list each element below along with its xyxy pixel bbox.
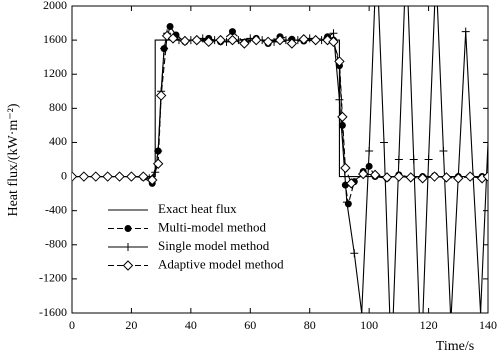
marker bbox=[239, 38, 250, 49]
y-tick-label: 800 bbox=[49, 100, 67, 114]
marker bbox=[114, 171, 125, 182]
marker bbox=[90, 171, 101, 182]
marker bbox=[102, 171, 113, 182]
marker bbox=[482, 171, 488, 182]
y-tick-label: 1200 bbox=[43, 66, 67, 80]
y-tick-label: -1200 bbox=[39, 271, 67, 285]
plot-frame bbox=[71, 5, 489, 314]
marker bbox=[441, 172, 452, 183]
legend-marker bbox=[124, 225, 132, 232]
legend-label: Exact heat flux bbox=[158, 201, 237, 216]
marker bbox=[405, 172, 416, 183]
marker bbox=[394, 155, 403, 164]
marker bbox=[147, 174, 158, 186]
marker bbox=[191, 34, 203, 46]
marker bbox=[228, 28, 236, 36]
y-tick-label: 2000 bbox=[43, 0, 67, 12]
marker bbox=[344, 200, 352, 208]
marker bbox=[329, 29, 338, 38]
marker bbox=[155, 90, 167, 101]
x-tick-label: 80 bbox=[304, 318, 316, 332]
y-tick-label: 400 bbox=[49, 134, 67, 148]
marker bbox=[335, 95, 344, 104]
marker bbox=[357, 168, 369, 180]
marker bbox=[78, 171, 90, 182]
marker bbox=[72, 171, 78, 182]
marker bbox=[227, 34, 238, 46]
legend-marker bbox=[124, 243, 132, 251]
x-tick-label: 60 bbox=[244, 318, 256, 332]
marker bbox=[409, 155, 418, 164]
y-axis-title: Heat flux/(kW·m⁻²) bbox=[6, 103, 21, 216]
marker bbox=[262, 36, 274, 48]
x-tick-label: 140 bbox=[479, 318, 497, 332]
marker bbox=[167, 33, 179, 44]
marker bbox=[453, 173, 464, 184]
marker bbox=[179, 35, 191, 47]
marker bbox=[464, 171, 476, 182]
marker bbox=[365, 146, 374, 155]
marker bbox=[439, 146, 448, 155]
marker bbox=[251, 34, 262, 46]
marker bbox=[340, 162, 351, 174]
marker bbox=[328, 36, 339, 48]
y-tick-label: -800 bbox=[45, 237, 67, 251]
marker bbox=[322, 34, 333, 46]
marker bbox=[310, 34, 321, 46]
y-tick-label: 0 bbox=[61, 168, 67, 182]
marker bbox=[484, 138, 488, 147]
marker bbox=[447, 318, 455, 326]
marker bbox=[476, 309, 485, 313]
marker bbox=[203, 36, 214, 48]
marker bbox=[461, 27, 470, 36]
marker bbox=[337, 111, 348, 123]
x-tick-label: 120 bbox=[420, 318, 438, 332]
marker bbox=[334, 56, 345, 67]
marker bbox=[429, 171, 440, 182]
series-line bbox=[72, 35, 488, 185]
x-tick-label: 0 bbox=[69, 318, 75, 332]
marker bbox=[365, 162, 373, 170]
legend-label: Multi-model method bbox=[158, 219, 266, 234]
marker bbox=[417, 173, 428, 184]
y-tick-label: -1600 bbox=[39, 305, 67, 319]
x-axis-title: Time/s bbox=[436, 339, 474, 354]
y-tick-label: -400 bbox=[45, 202, 67, 216]
marker bbox=[138, 171, 149, 182]
marker bbox=[298, 34, 309, 45]
x-tick-label: 20 bbox=[125, 318, 137, 332]
marker bbox=[215, 34, 226, 46]
marker bbox=[160, 44, 169, 53]
marker bbox=[350, 249, 359, 258]
plot-area bbox=[72, 6, 488, 326]
marker bbox=[346, 178, 357, 189]
marker bbox=[357, 309, 366, 313]
legend-label: Adaptive model method bbox=[158, 256, 284, 271]
marker bbox=[424, 155, 433, 164]
marker bbox=[161, 30, 173, 42]
legend-label: Single model method bbox=[158, 238, 270, 253]
y-tick-label: 1600 bbox=[43, 32, 67, 46]
marker bbox=[380, 138, 388, 147]
x-tick-label: 100 bbox=[360, 318, 378, 332]
marker bbox=[381, 172, 393, 183]
marker bbox=[286, 38, 298, 49]
marker bbox=[126, 171, 137, 182]
marker bbox=[393, 171, 405, 182]
marker bbox=[166, 22, 174, 30]
x-tick-label: 40 bbox=[185, 318, 197, 332]
marker bbox=[342, 198, 351, 207]
series-line bbox=[72, 39, 488, 178]
marker bbox=[152, 158, 164, 169]
marker bbox=[369, 169, 381, 181]
marker bbox=[274, 34, 286, 46]
legend-marker bbox=[122, 260, 134, 271]
marker bbox=[151, 168, 160, 177]
